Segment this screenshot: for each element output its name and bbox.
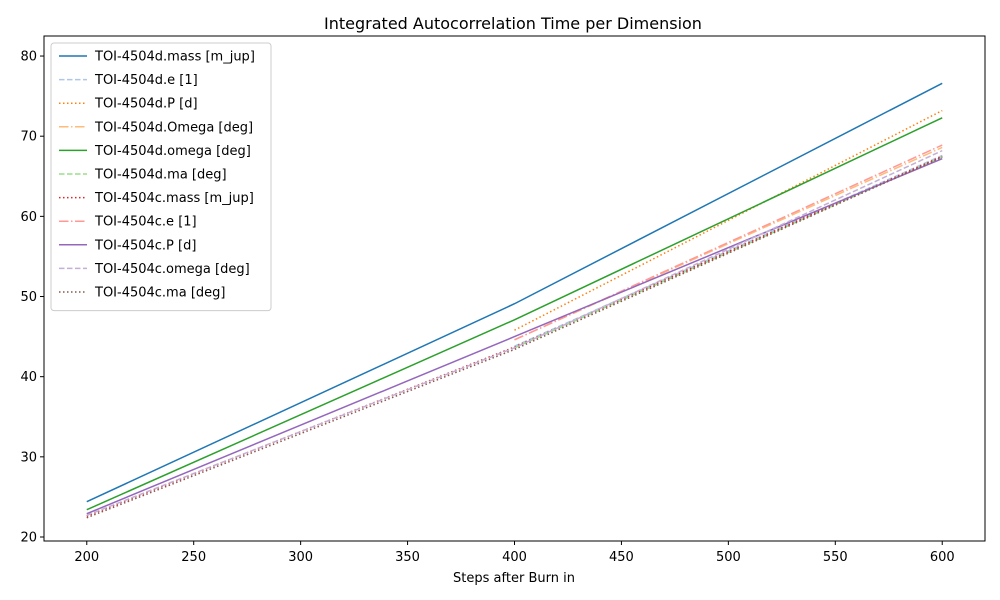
x-tick-label: 450 <box>609 550 634 565</box>
x-axis: 200 250 300 350 400 450 500 550 600 <box>74 541 955 565</box>
legend: TOI-4504d.mass [m_jup] TOI-4504d.e [1] TOI… <box>50 42 272 312</box>
chart-title: Integrated Autocorrelation Time per Dime… <box>324 14 702 33</box>
legend-label-2: TOI-4504d.e [1] <box>94 73 198 88</box>
series-line-5 <box>86 117 943 511</box>
series-line-9 <box>86 157 943 515</box>
y-tick-label: 40 <box>20 370 37 385</box>
x-axis-title: Steps after Burn in <box>453 571 575 586</box>
y-tick-label: 50 <box>20 290 37 305</box>
series-line-4 <box>514 146 943 341</box>
legend-box <box>50 42 272 312</box>
legend-label-10: TOI-4504c.omega [deg] <box>94 262 250 277</box>
series-line-2 <box>514 154 943 347</box>
legend-label-9: TOI-4504c.P [d] <box>94 238 196 253</box>
x-tick-label: 200 <box>74 550 99 565</box>
legend-label-6: TOI-4504d.ma [deg] <box>94 168 227 183</box>
series-line-8 <box>514 144 943 341</box>
legend-label-8: TOI-4504c.e [1] <box>94 215 197 230</box>
series-line-6 <box>514 156 943 349</box>
y-axis: 20 30 40 50 60 70 80 <box>20 50 44 545</box>
legend-label-7: TOI-4504c.mass [m_jup] <box>94 191 254 206</box>
legend-label-4: TOI-4504d.Omega [deg] <box>94 120 253 135</box>
legend-label-11: TOI-4504c.ma [deg] <box>94 286 225 301</box>
legend-label-3: TOI-4504d.P [d] <box>94 97 198 112</box>
y-tick-label: 80 <box>20 50 37 65</box>
series-line-3 <box>514 109 943 331</box>
y-tick-label: 30 <box>20 450 37 465</box>
series-line-10 <box>86 149 943 517</box>
y-tick-label: 70 <box>20 130 37 145</box>
x-tick-label: 250 <box>181 550 206 565</box>
x-tick-label: 550 <box>823 550 848 565</box>
y-tick-label: 60 <box>20 210 37 225</box>
legend-label-1: TOI-4504d.mass [m_jup] <box>94 50 255 65</box>
series-line-11 <box>86 156 943 519</box>
x-tick-label: 600 <box>930 550 955 565</box>
x-tick-label: 300 <box>288 550 313 565</box>
x-tick-label: 400 <box>502 550 527 565</box>
x-tick-label: 350 <box>395 550 420 565</box>
series-layer <box>86 82 943 519</box>
legend-label-5: TOI-4504d.omega [deg] <box>94 144 251 159</box>
y-tick-label: 20 <box>20 530 37 545</box>
series-line-1 <box>86 82 943 503</box>
x-tick-label: 500 <box>716 550 741 565</box>
